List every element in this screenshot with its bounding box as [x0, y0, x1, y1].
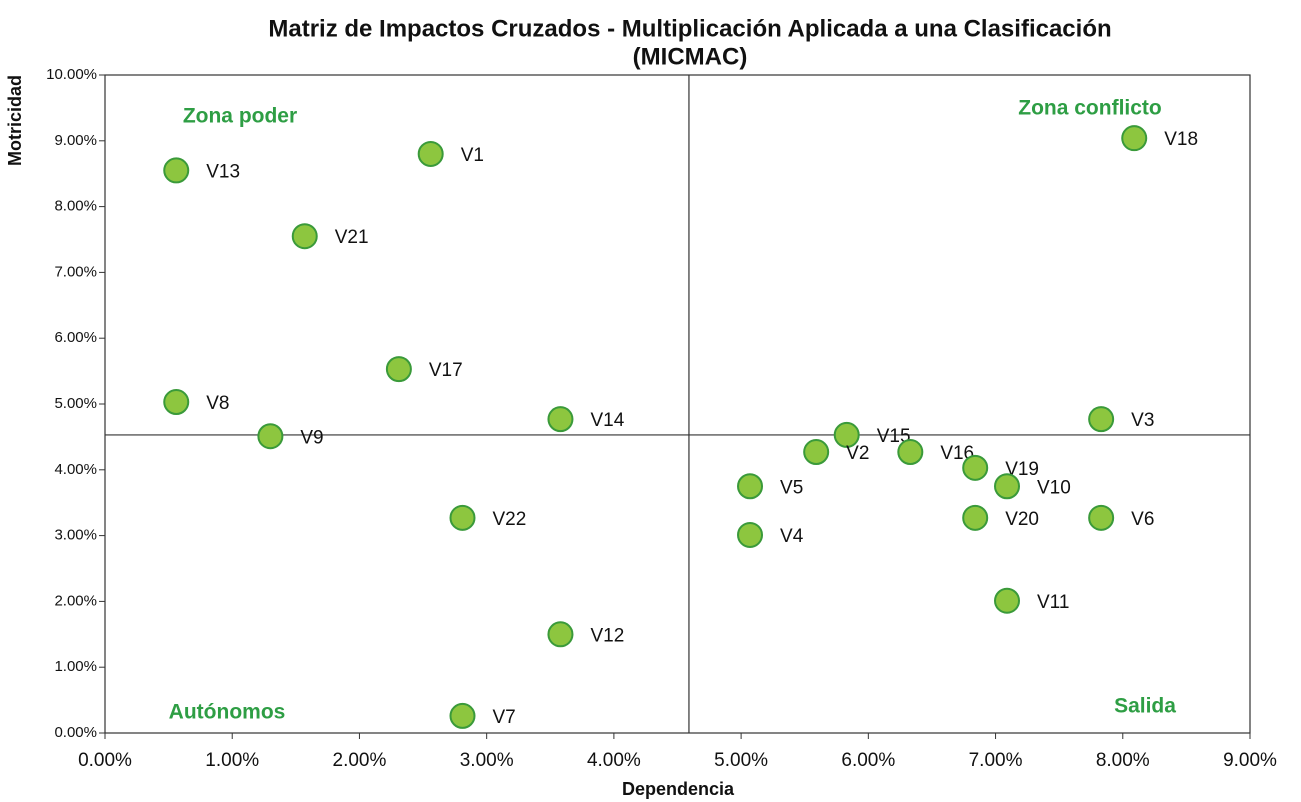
- point: [962, 454, 989, 481]
- point-label: V10: [1037, 477, 1071, 498]
- point: [449, 504, 476, 531]
- x-tick-label: 9.00%: [1223, 750, 1277, 771]
- point: [163, 389, 190, 416]
- x-axis-title: Dependencia: [622, 779, 735, 799]
- y-tick-label: 2.00%: [54, 592, 97, 609]
- point-label: V15: [877, 426, 911, 447]
- zone-label: Zona poder: [183, 105, 297, 128]
- point-label: V21: [335, 227, 369, 248]
- y-tick-label: 4.00%: [54, 461, 97, 478]
- x-tick-label: 5.00%: [714, 750, 768, 771]
- point: [449, 702, 476, 729]
- point: [737, 521, 764, 548]
- zone-label: Zona conflicto: [1018, 97, 1162, 120]
- point: [737, 473, 764, 500]
- x-tick-label: 0.00%: [78, 750, 132, 771]
- point: [803, 439, 830, 466]
- point-label: V5: [780, 477, 803, 498]
- y-tick-label: 9.00%: [54, 132, 97, 149]
- chart-title: Matriz de Impactos Cruzados - Multiplica…: [268, 15, 1111, 42]
- point-label: V11: [1037, 592, 1069, 613]
- point-label: V13: [206, 161, 240, 182]
- point-label: V22: [492, 509, 526, 530]
- y-tick-label: 0.00%: [54, 724, 97, 741]
- point: [962, 504, 989, 531]
- y-tick-label: 10.00%: [46, 66, 97, 83]
- x-tick-label: 7.00%: [969, 750, 1023, 771]
- point: [257, 423, 284, 450]
- point-label: V6: [1131, 509, 1154, 530]
- y-tick-label: 8.00%: [54, 198, 97, 215]
- x-tick-label: 3.00%: [460, 750, 514, 771]
- point-label: V4: [780, 526, 804, 547]
- point: [1088, 406, 1115, 433]
- point-label: V7: [492, 707, 515, 728]
- point: [291, 223, 318, 250]
- point-label: V8: [206, 393, 229, 414]
- plot-frame: [104, 74, 1251, 734]
- y-tick-label: 3.00%: [54, 527, 97, 544]
- y-axis-title: Motricidad: [5, 75, 25, 166]
- point: [897, 439, 924, 466]
- zone-label: Salida: [1114, 695, 1176, 718]
- y-tick-label: 7.00%: [54, 263, 97, 280]
- point-label: V12: [590, 625, 624, 646]
- point: [833, 421, 860, 448]
- point: [417, 140, 444, 167]
- x-tick-label: 6.00%: [841, 750, 895, 771]
- point: [163, 157, 190, 184]
- point-label: V14: [590, 410, 624, 431]
- y-tick-label: 5.00%: [54, 395, 97, 412]
- point-label: V17: [429, 360, 463, 381]
- point-label: V1: [461, 145, 484, 166]
- chart-title: (MICMAC): [633, 43, 748, 70]
- zone-label: Autónomos: [169, 701, 286, 724]
- point: [994, 473, 1021, 500]
- point: [994, 587, 1021, 614]
- point-label: V2: [846, 443, 869, 464]
- x-tick-label: 2.00%: [333, 750, 387, 771]
- x-tick-label: 4.00%: [587, 750, 641, 771]
- point-label: V9: [300, 427, 323, 448]
- point: [547, 621, 574, 648]
- point-label: V18: [1164, 129, 1198, 150]
- y-tick-label: 1.00%: [54, 658, 97, 675]
- x-tick-label: 1.00%: [205, 750, 259, 771]
- point-label: V19: [1005, 459, 1039, 480]
- y-tick-label: 6.00%: [54, 329, 97, 346]
- x-tick-label: 8.00%: [1096, 750, 1150, 771]
- point: [547, 406, 574, 433]
- point: [1121, 125, 1148, 152]
- point-label: V16: [940, 443, 974, 464]
- point: [1088, 504, 1115, 531]
- point-label: V3: [1131, 410, 1154, 431]
- point-label: V20: [1005, 509, 1039, 530]
- point: [385, 356, 412, 383]
